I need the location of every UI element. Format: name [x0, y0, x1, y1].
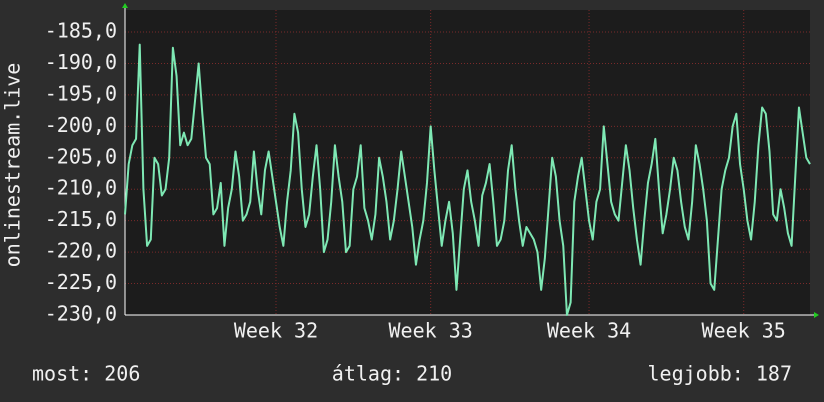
x-tick-label: Week 35 — [702, 319, 786, 343]
x-axis-arrow — [814, 312, 819, 318]
plot-area — [125, 10, 810, 315]
x-tick-label: Week 34 — [547, 319, 631, 343]
y-tick-label: -190,0 — [45, 50, 117, 74]
y-tick-label: -195,0 — [45, 81, 117, 105]
y-tick-label: -205,0 — [45, 144, 117, 168]
y-tick-label: -200,0 — [45, 113, 117, 137]
y-tick-label: -230,0 — [45, 302, 117, 326]
stat-average: átlag: 210 — [332, 362, 452, 386]
y-tick-label: -185,0 — [45, 19, 117, 43]
y-axis-arrow — [122, 3, 128, 8]
stat-current: most: 206 — [32, 362, 140, 386]
stat-best: legjobb: 187 — [648, 362, 793, 386]
y-axis-label: onlinestream.live — [1, 63, 25, 268]
data-line — [124, 43, 811, 316]
x-tick-label: Week 33 — [389, 319, 473, 343]
x-tick-label: Week 32 — [234, 319, 318, 343]
y-tick-label: -225,0 — [45, 270, 117, 294]
y-tick-label: -210,0 — [45, 176, 117, 200]
y-tick-label: -220,0 — [45, 239, 117, 263]
y-tick-label: -215,0 — [45, 207, 117, 231]
